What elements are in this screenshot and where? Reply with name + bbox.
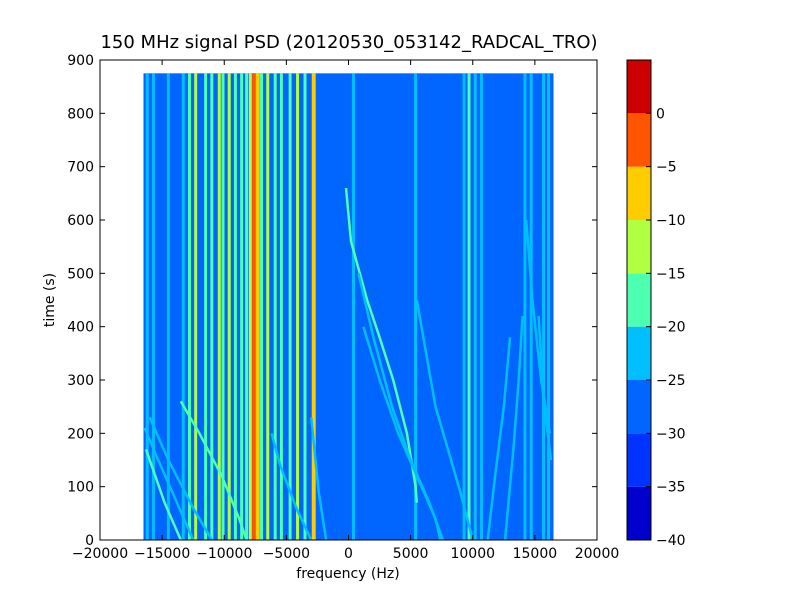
y-tick-label: 0 — [85, 533, 94, 549]
frequency-line-35 — [547, 73, 551, 540]
x-tick-label: 0 — [344, 546, 353, 562]
x-tick-label: 15000 — [513, 546, 558, 562]
colorbar-band-4 — [627, 326, 651, 380]
y-tick-label: 200 — [67, 426, 94, 442]
y-tick-label: 700 — [67, 160, 94, 176]
x-tick-label: 20000 — [575, 546, 620, 562]
frequency-line-32 — [523, 73, 527, 540]
colorbar-tick-label: 0 — [656, 106, 665, 122]
frequency-line-27 — [414, 73, 418, 540]
frequency-line-4 — [181, 73, 185, 540]
chart-title: 150 MHz signal PSD (20120530_053142_RADC… — [100, 32, 597, 53]
frequency-line-19 — [266, 73, 270, 540]
frequency-line-24 — [303, 73, 307, 540]
colorbar-band-2 — [627, 433, 651, 487]
drift-track-11 — [486, 337, 512, 541]
colorbar-tick-label: −25 — [656, 373, 686, 389]
drift-track-1 — [179, 400, 248, 541]
x-tick-label: −20000 — [72, 546, 128, 562]
x-axis-label: frequency (Hz) — [296, 566, 399, 582]
drift-track-14 — [524, 219, 552, 434]
drift-track-12 — [503, 315, 524, 541]
x-tick-label: −15000 — [134, 546, 190, 562]
colorbar-tick-label: −35 — [656, 480, 686, 496]
x-tick-label: 10000 — [450, 546, 495, 562]
y-tick-label: 100 — [67, 480, 94, 496]
frequency-line-3 — [166, 73, 170, 540]
frequency-line-18 — [260, 73, 264, 540]
frequency-line-34 — [542, 73, 546, 540]
colorbar-tick-label: −10 — [656, 213, 686, 229]
frequency-line-15 — [248, 73, 252, 540]
colorbar-tick-label: −5 — [656, 160, 677, 176]
frequency-line-33 — [529, 73, 533, 540]
frequency-line-17 — [255, 73, 260, 540]
frequency-line-14 — [245, 73, 249, 540]
frequency-line-13 — [240, 73, 244, 540]
drift-track-6 — [309, 417, 328, 541]
x-tick-label: 5000 — [393, 546, 429, 562]
colorbar-band-6 — [627, 220, 651, 274]
colorbar: −40 −35 −30 −25 −20 −15 −10 −5 0 — [626, 59, 686, 549]
frequency-line-31 — [479, 73, 483, 540]
colorbar-frame — [626, 59, 652, 541]
frequency-line-10 — [221, 73, 225, 540]
colorbar-tick-label: −15 — [656, 266, 686, 282]
y-tick-label: 500 — [67, 266, 94, 282]
drift-track-3 — [148, 416, 213, 541]
drift-track-4 — [144, 448, 182, 541]
frequency-line-16 — [252, 73, 257, 540]
colorbar-tick-label: −20 — [656, 320, 686, 336]
y-tick-label: 300 — [67, 373, 94, 389]
frequency-line-23 — [296, 73, 300, 540]
frequency-line-2 — [151, 73, 155, 540]
colorbar-band-7 — [627, 166, 651, 220]
drift-track-5 — [270, 432, 313, 541]
colorbar-band-8 — [627, 113, 651, 167]
x-tick-label: −5000 — [263, 546, 310, 562]
y-tick-label: 800 — [67, 106, 94, 122]
plot-area — [99, 59, 598, 541]
frequency-line-1 — [145, 73, 149, 540]
frequency-line-25 — [311, 73, 316, 540]
colorbar-band-3 — [627, 380, 651, 434]
frequency-line-22 — [288, 73, 292, 540]
y-axis-label: time (s) — [42, 273, 58, 327]
frequency-line-7 — [204, 73, 208, 540]
x-axis: −20000 −15000 −10000 −5000 0 5000 10000 15000 20… — [72, 60, 619, 562]
y-tick-label: 400 — [67, 320, 94, 336]
frequency-line-8 — [210, 73, 214, 540]
x-tick-label: −10000 — [196, 546, 252, 562]
frequency-line-9 — [217, 73, 221, 540]
frequency-line-5 — [187, 73, 191, 540]
drift-track-9 — [362, 326, 442, 541]
colorbar-band-9 — [627, 60, 651, 114]
frequency-line-26 — [351, 73, 355, 540]
colorbar-band-1 — [627, 486, 651, 540]
colorbar-tick-label: −40 — [656, 533, 686, 549]
frequency-line-20 — [273, 73, 277, 540]
y-tick-label: 600 — [67, 213, 94, 229]
colorbar-tick-label: −30 — [656, 426, 686, 442]
drift-track-7 — [344, 187, 419, 503]
drift-track-10 — [415, 299, 475, 541]
frequency-line-28 — [462, 73, 466, 540]
y-tick-label: 900 — [67, 53, 94, 69]
frequency-line-21 — [279, 73, 283, 540]
frequency-line-12 — [233, 73, 237, 540]
frequency-line-30 — [473, 73, 477, 540]
y-axis: 0 100 200 300 400 500 600 700 800 900 — [67, 53, 597, 549]
drift-track-2 — [143, 427, 195, 541]
frequency-line-11 — [227, 73, 231, 540]
frequency-line-6 — [194, 73, 198, 540]
frequency-line-29 — [467, 73, 471, 540]
colorbar-band-5 — [627, 273, 651, 327]
